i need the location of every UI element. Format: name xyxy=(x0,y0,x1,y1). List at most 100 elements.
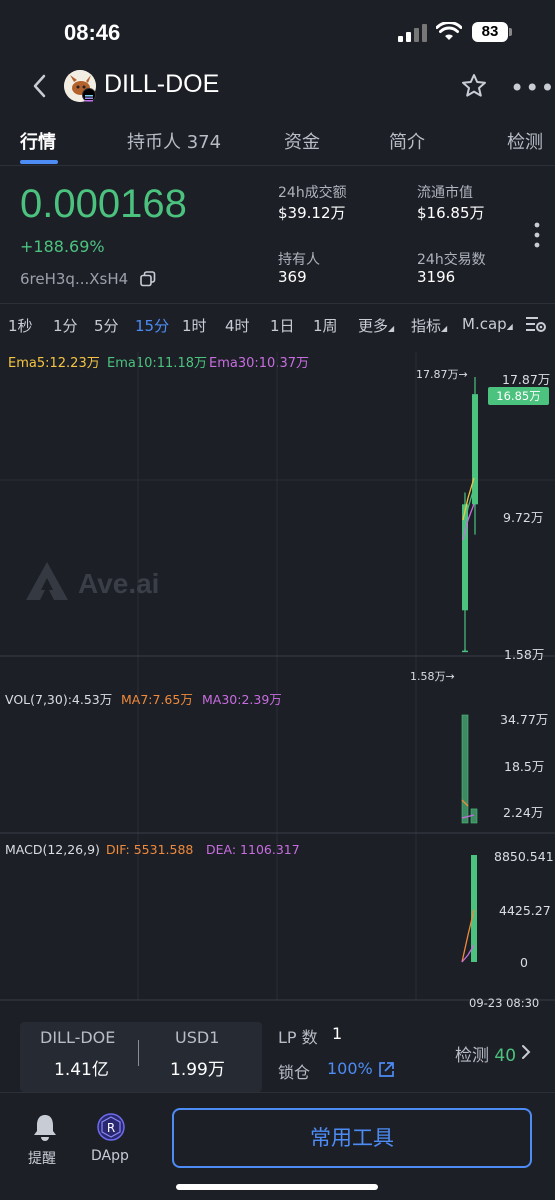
svg-text:R: R xyxy=(107,1121,115,1135)
more-menu-icon[interactable]: ••• xyxy=(510,74,555,102)
vol-label: VOL(7,30):4.53万 xyxy=(5,692,113,707)
chart-settings-icon[interactable] xyxy=(525,314,547,334)
holders-value: 369 xyxy=(278,268,307,286)
bell-icon xyxy=(34,1115,56,1141)
tab-detect[interactable]: 检测 xyxy=(507,132,543,153)
favorite-star-icon[interactable] xyxy=(460,72,488,100)
external-link-icon[interactable] xyxy=(378,1061,395,1078)
chain-badge-icon xyxy=(82,88,96,102)
macd-dea-label: DEA: 1106.317 xyxy=(206,842,300,857)
mcap-toggle-label: M.cap xyxy=(462,315,507,333)
dropdown-arrow-icon: ◢ xyxy=(506,322,513,331)
back-icon[interactable] xyxy=(30,72,50,100)
copy-icon[interactable] xyxy=(140,271,156,287)
vol-ma30-line xyxy=(461,814,475,819)
candle-body xyxy=(462,504,468,611)
detect-count: 40 xyxy=(494,1046,517,1066)
price-axis-low: 1.58万 xyxy=(504,647,545,662)
lp-token-amount: 1.41亿 xyxy=(54,1060,109,1080)
lock-label: 锁仓 xyxy=(278,1063,311,1082)
macd-dif-label: DIF: 5531.588 xyxy=(106,842,194,857)
macd-histogram xyxy=(471,855,477,962)
ave-logo-icon xyxy=(26,562,68,600)
tabs-divider xyxy=(0,165,555,166)
status-time: 08:46 xyxy=(64,20,121,45)
candle-body xyxy=(472,394,478,505)
tab-active-indicator xyxy=(20,160,58,164)
ema30-label: Ema30:10.37万 xyxy=(209,356,309,371)
tab-holders[interactable]: 持币人 374 xyxy=(127,132,222,153)
common-tools-button[interactable]: 常用工具 xyxy=(172,1108,532,1168)
interval-1d[interactable]: 1日 xyxy=(270,317,295,335)
price-axis-mid: 9.72万 xyxy=(503,510,544,525)
vol24h-label: 24h成交额 xyxy=(278,185,347,201)
vol-ma7-label: MA7:7.65万 xyxy=(121,692,193,707)
interval-4h[interactable]: 4时 xyxy=(225,317,250,335)
interval-5m[interactable]: 5分 xyxy=(94,317,119,335)
macd-dea-line xyxy=(461,944,475,963)
mcap-label: 流通市值 xyxy=(417,185,473,201)
interval-1m[interactable]: 1分 xyxy=(53,317,78,335)
dapp-icon: R xyxy=(97,1113,125,1141)
more-intervals-label: 更多 xyxy=(358,317,389,335)
lock-percent-link[interactable]: 100% xyxy=(327,1059,373,1078)
vol24h-value: $39.12万 xyxy=(278,204,346,222)
macd-bar xyxy=(471,855,477,962)
price-axis-top: 17.87万 xyxy=(502,372,551,387)
wifi-icon xyxy=(436,22,462,40)
tx24h-label: 24h交易数 xyxy=(417,252,486,268)
dapp-nav-button[interactable]: R DApp xyxy=(91,1112,135,1167)
chevron-right-icon[interactable] xyxy=(520,1043,532,1061)
current-price-tag: 16.85万 xyxy=(488,387,549,405)
indicators-dropdown[interactable]: 指标◢ xyxy=(411,315,447,336)
interval-1h[interactable]: 1时 xyxy=(182,317,207,335)
time-axis-label: 09-23 08:30 xyxy=(469,996,540,1010)
lp-count-value: 1 xyxy=(332,1024,343,1043)
lp-quote-amount: 1.99万 xyxy=(170,1060,225,1080)
liquidity-pool-box[interactable] xyxy=(20,1022,262,1092)
battery-tip xyxy=(509,28,512,36)
macd-axis-zero: 0 xyxy=(520,955,528,970)
vol-ma7-line xyxy=(461,799,469,807)
lp-token-label: DILL-DOE xyxy=(40,1028,116,1047)
indicators-label: 指标 xyxy=(411,317,442,335)
vol-axis-low: 2.24万 xyxy=(503,805,544,820)
lp-separator xyxy=(138,1040,139,1066)
volume-bar xyxy=(461,714,469,824)
macd-axis-top: 8850.541 xyxy=(494,849,554,864)
alert-nav-button[interactable]: 提醒 xyxy=(28,1112,62,1167)
price-divider xyxy=(0,303,555,304)
macd-axis-mid: 4425.27 xyxy=(499,903,551,918)
candle-body xyxy=(462,650,468,653)
signal-icon xyxy=(398,24,427,42)
mcap-value: $16.85万 xyxy=(417,204,485,222)
macd-label: MACD(12,26,9) xyxy=(5,842,100,857)
interval-1w[interactable]: 1周 xyxy=(313,317,338,335)
macd-dif-line xyxy=(461,909,475,963)
lp-count-label: LP 数 xyxy=(278,1028,318,1047)
chart-canvas[interactable] xyxy=(0,340,555,1020)
tab-intro[interactable]: 简介 xyxy=(389,132,425,153)
tab-market[interactable]: 行情 xyxy=(20,132,56,153)
ema10-label: Ema10:11.18万 xyxy=(107,356,207,371)
holders-label: 持有人 xyxy=(278,252,320,268)
tab-funds[interactable]: 资金 xyxy=(284,132,320,153)
current-price: 0.000168 xyxy=(20,182,187,226)
lp-quote-label: USD1 xyxy=(175,1028,220,1047)
mcap-toggle-dropdown[interactable]: M.cap◢ xyxy=(462,315,513,333)
detect-link[interactable]: 检测 40 xyxy=(455,1041,516,1066)
interval-1s[interactable]: 1秒 xyxy=(8,317,33,335)
stats-more-icon[interactable] xyxy=(534,222,540,248)
ema5-label: Ema5:12.23万 xyxy=(8,356,100,371)
more-intervals-dropdown[interactable]: 更多◢ xyxy=(358,315,394,336)
bottom-divider xyxy=(0,1092,555,1093)
home-indicator xyxy=(176,1184,378,1190)
tx24h-value: 3196 xyxy=(417,268,456,286)
interval-15m[interactable]: 15分 xyxy=(135,317,170,335)
alert-nav-label: 提醒 xyxy=(28,1151,56,1167)
high-marker: 17.87万→ xyxy=(416,368,468,381)
contract-address: 6reH3q...XsH4 xyxy=(20,270,129,288)
low-marker: 1.58万→ xyxy=(410,670,455,683)
token-name: DILL-DOE xyxy=(104,70,220,98)
price-change: +188.69% xyxy=(20,237,105,256)
